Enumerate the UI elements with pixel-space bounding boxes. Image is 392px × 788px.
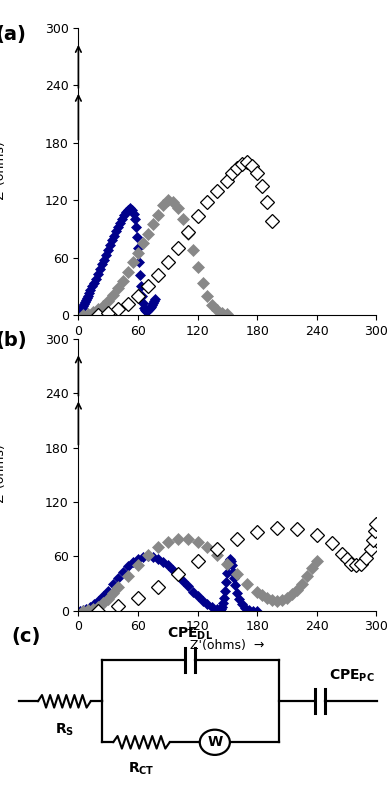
Text: W: W bbox=[207, 735, 222, 749]
Y-axis label: -Z"(ohms): -Z"(ohms) bbox=[0, 444, 6, 506]
Text: $\mathbf{R_S}$: $\mathbf{R_S}$ bbox=[55, 722, 74, 738]
Text: $\mathbf{CPE_{DL}}$: $\mathbf{CPE_{DL}}$ bbox=[167, 626, 213, 642]
Text: $\mathbf{CPE_{PC}}$: $\mathbf{CPE_{PC}}$ bbox=[329, 667, 375, 684]
Text: $\mathbf{R_{CT}}$: $\mathbf{R_{CT}}$ bbox=[128, 760, 155, 777]
X-axis label: Z'(ohms)  →: Z'(ohms) → bbox=[190, 344, 265, 356]
X-axis label: Z'(ohms)  →: Z'(ohms) → bbox=[190, 639, 265, 652]
Text: (a): (a) bbox=[0, 24, 26, 43]
Text: (c): (c) bbox=[12, 627, 41, 646]
Y-axis label: -Z"(ohms): -Z"(ohms) bbox=[0, 140, 6, 203]
Text: (b): (b) bbox=[0, 331, 27, 350]
